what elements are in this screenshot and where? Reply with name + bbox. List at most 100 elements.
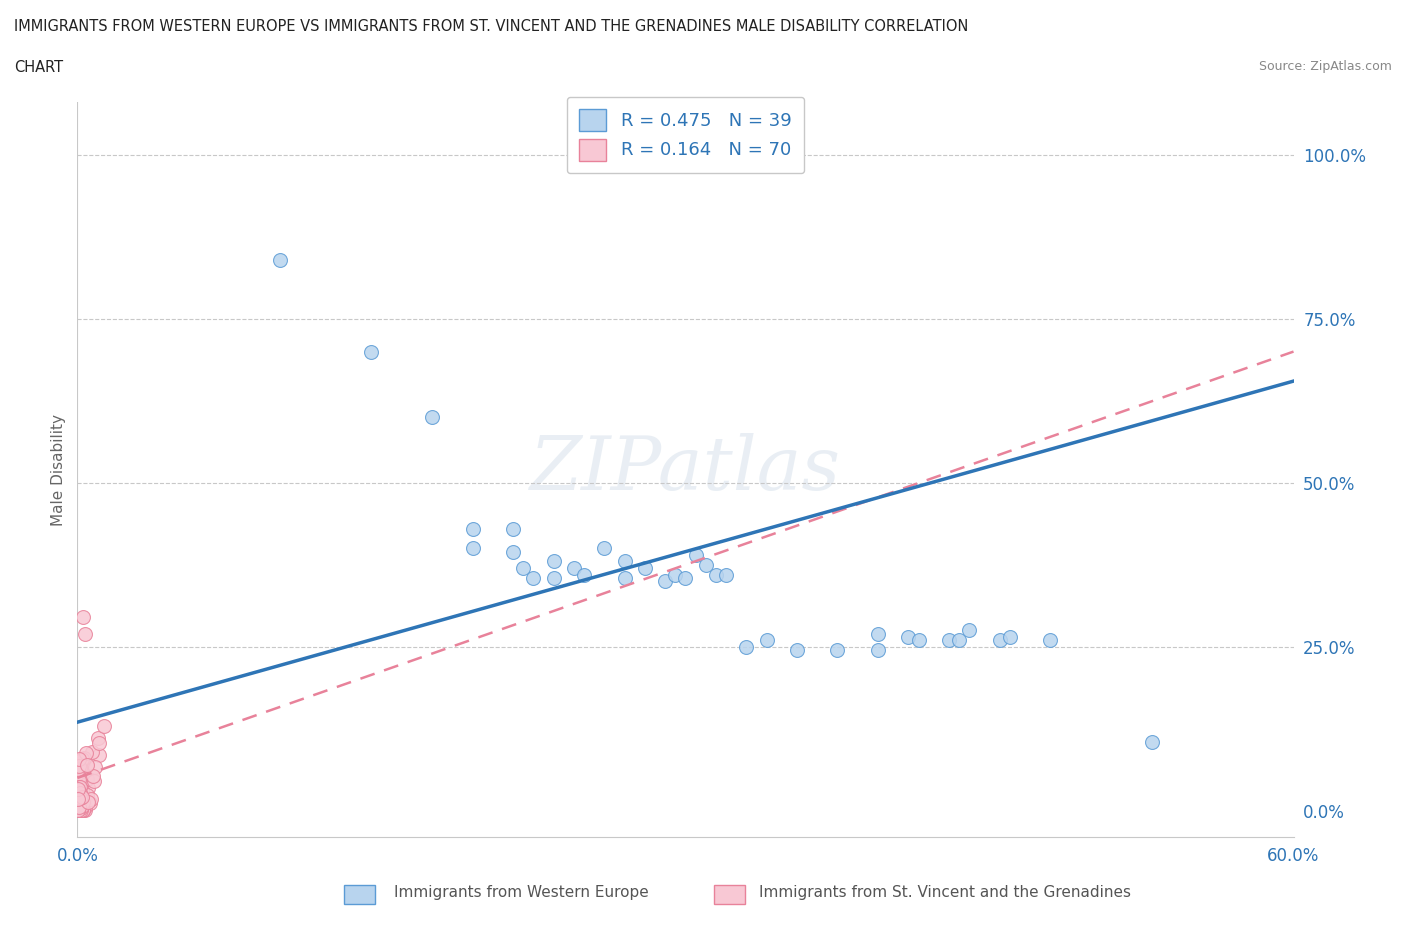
Point [998, 630, 1021, 644]
Point [360, 344, 382, 359]
Point [93, 719, 115, 734]
Text: Source: ZipAtlas.com: Source: ZipAtlas.com [1258, 60, 1392, 73]
Point [80, 745, 103, 760]
Point [67, 800, 90, 815]
Point [75, 626, 97, 641]
Point [502, 521, 524, 536]
Text: Immigrants from Western Europe: Immigrants from Western Europe [394, 885, 648, 900]
Point [69, 765, 91, 780]
Point [67, 759, 90, 774]
Point [67, 773, 90, 788]
Legend: R = 0.475   N = 39, R = 0.164   N = 70: R = 0.475 N = 39, R = 0.164 N = 70 [567, 97, 804, 173]
Point [72, 756, 94, 771]
Point [988, 632, 1011, 647]
Point [87, 748, 110, 763]
Point [67, 764, 90, 778]
Point [735, 639, 758, 654]
Point [67, 781, 90, 796]
Point [755, 632, 778, 647]
Point [562, 561, 585, 576]
Point [593, 541, 616, 556]
Point [70, 769, 93, 784]
Text: ZIPatlas: ZIPatlas [530, 433, 841, 506]
Point [76, 787, 98, 802]
Point [83, 774, 105, 789]
Y-axis label: Male Disability: Male Disability [51, 414, 66, 525]
Point [866, 626, 889, 641]
Point [79, 796, 101, 811]
Point [72, 803, 94, 817]
Point [67, 768, 90, 783]
Point [70, 751, 93, 766]
Point [73, 792, 96, 807]
Point [67, 794, 90, 809]
Point [70, 783, 93, 798]
Point [67, 803, 90, 817]
Point [87, 730, 110, 745]
Point [907, 632, 929, 647]
Point [704, 567, 727, 582]
Point [67, 769, 90, 784]
Point [67, 793, 90, 808]
Text: Immigrants from St. Vincent and the Grenadines: Immigrants from St. Vincent and the Gren… [759, 885, 1132, 900]
Point [69, 790, 91, 805]
Point [69, 776, 91, 790]
Point [73, 799, 96, 814]
Point [67, 764, 90, 779]
Point [67, 783, 90, 798]
Point [67, 754, 90, 769]
Point [67, 767, 90, 782]
Point [502, 544, 524, 559]
Text: IMMIGRANTS FROM WESTERN EUROPE VS IMMIGRANTS FROM ST. VINCENT AND THE GRENADINES: IMMIGRANTS FROM WESTERN EUROPE VS IMMIGR… [14, 19, 969, 33]
Point [1039, 632, 1062, 647]
Point [67, 779, 90, 794]
Point [67, 758, 90, 773]
Point [70, 801, 93, 816]
Point [70, 803, 93, 817]
Point [76, 758, 98, 773]
Point [675, 570, 697, 585]
Point [67, 796, 90, 811]
Point [685, 548, 707, 563]
Point [866, 643, 889, 658]
Point [613, 570, 636, 585]
Point [269, 252, 291, 267]
Point [75, 803, 97, 817]
Point [67, 762, 90, 777]
Point [512, 561, 534, 576]
Point [84, 760, 107, 775]
Point [69, 761, 91, 776]
Point [827, 643, 849, 658]
Point [522, 570, 544, 585]
Point [80, 791, 103, 806]
Point [948, 632, 970, 647]
Point [714, 567, 737, 582]
Point [77, 795, 100, 810]
Point [67, 803, 90, 817]
Point [72, 803, 94, 817]
Point [695, 557, 717, 572]
Point [664, 567, 686, 582]
Point [70, 789, 93, 804]
Point [67, 773, 90, 788]
Point [572, 567, 595, 582]
Point [461, 541, 484, 556]
Point [654, 574, 676, 589]
Point [70, 761, 93, 776]
Point [67, 803, 90, 817]
Point [75, 746, 97, 761]
Point [72, 786, 94, 801]
Point [76, 772, 98, 787]
Point [786, 643, 808, 658]
Text: CHART: CHART [14, 60, 63, 75]
Point [634, 561, 657, 576]
Point [72, 610, 94, 625]
Point [69, 787, 91, 802]
Point [67, 794, 90, 809]
Point [67, 765, 90, 780]
Point [897, 630, 920, 644]
Point [613, 554, 636, 569]
Point [420, 410, 443, 425]
Point [543, 570, 565, 585]
Point [938, 632, 960, 647]
